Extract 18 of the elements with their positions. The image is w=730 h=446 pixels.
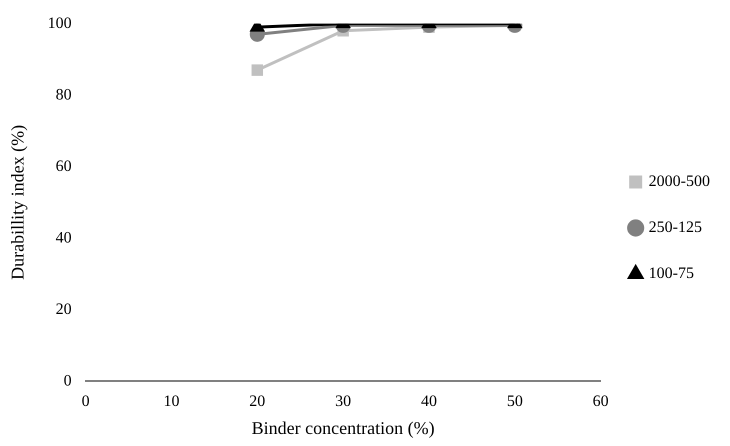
y-axis-title: Durabillity index (%)	[8, 124, 28, 280]
legend-label: 100-75	[648, 265, 694, 282]
x-tick-label: 20	[249, 393, 266, 410]
y-tick-label: 20	[56, 300, 72, 318]
x-tick-label: 10	[163, 393, 180, 410]
x-tick-label: 0	[82, 393, 90, 410]
x-tick-label: 30	[335, 393, 352, 410]
y-tick-label: 0	[64, 372, 72, 390]
legend-label: 250-125	[648, 219, 702, 236]
y-tick-label: 80	[56, 86, 72, 104]
y-tick-label: 60	[56, 158, 72, 175]
x-tick-label: 40	[420, 393, 437, 410]
x-tick-label: 60	[592, 393, 609, 410]
y-tick-label: 40	[56, 229, 72, 246]
y-tick-label: 100	[48, 14, 72, 32]
legend-label: 2000-500	[648, 173, 710, 190]
x-tick-label: 50	[506, 393, 523, 410]
x-axis-title: Binder concentration (%)	[252, 418, 435, 438]
